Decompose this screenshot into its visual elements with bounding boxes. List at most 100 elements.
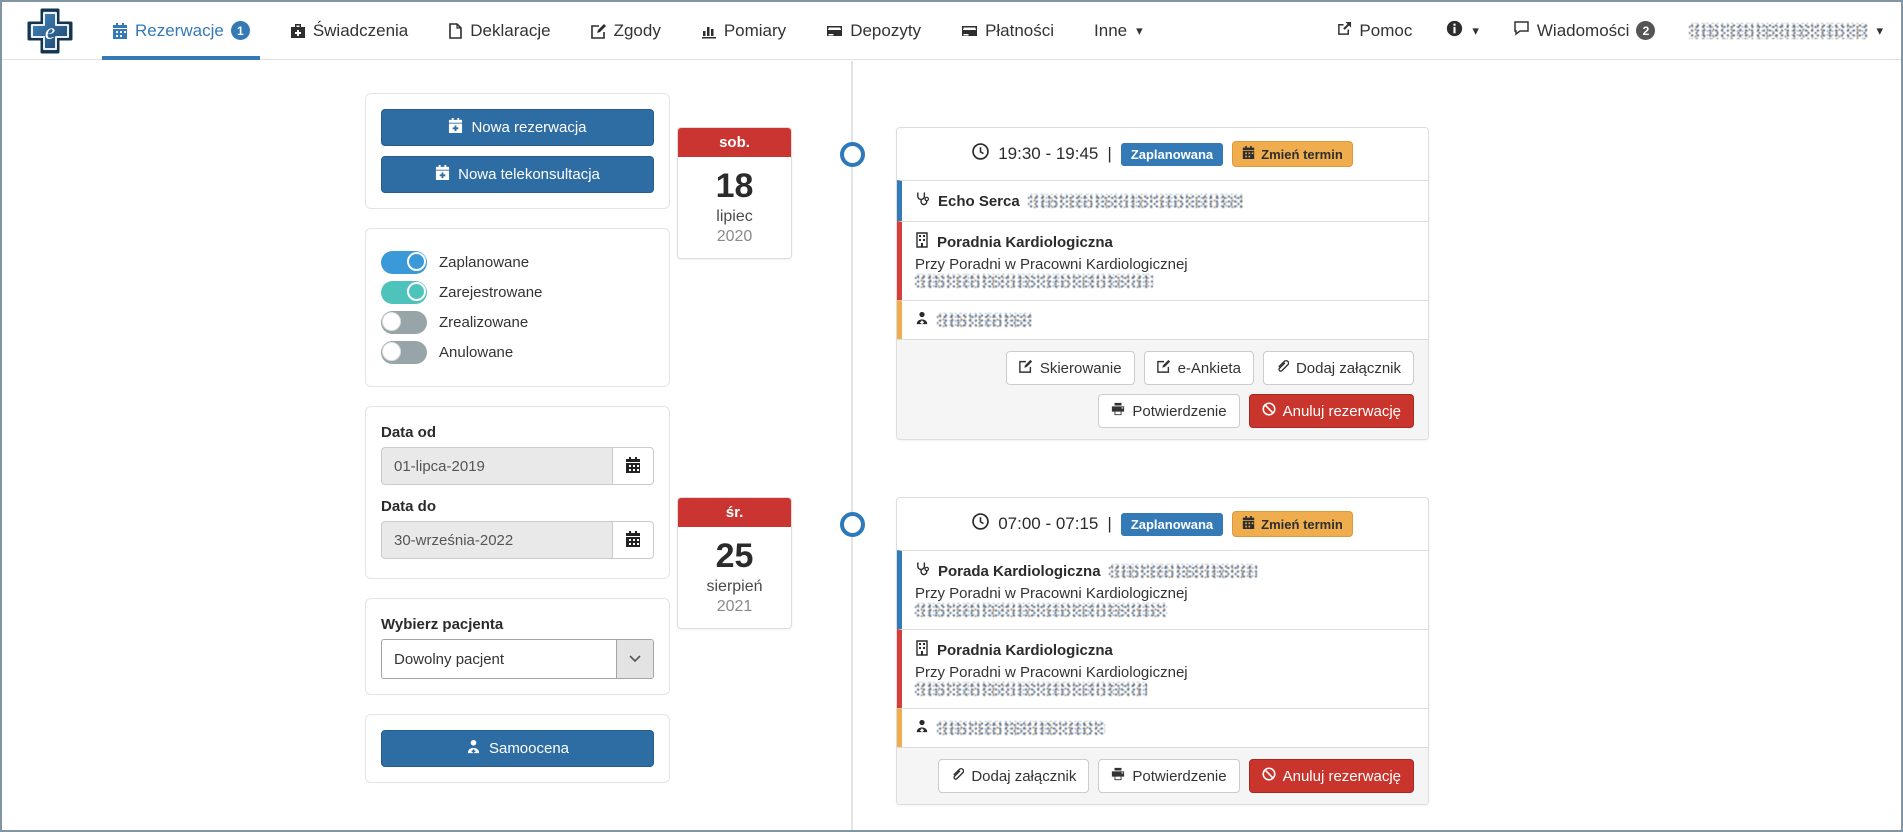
chevron-down-icon: ▾ (1876, 22, 1883, 38)
self-assessment-panel: Samoocena (365, 714, 670, 783)
toggle-knob (407, 282, 426, 301)
app-logo[interactable]: e (24, 5, 76, 57)
date-from-input[interactable] (381, 447, 612, 485)
tab-rezerwacje[interactable]: Rezerwacje 1 (102, 2, 260, 60)
tab-label: Depozyty (850, 20, 922, 40)
self-assessment-button[interactable]: Samoocena (381, 730, 654, 767)
navbar-right: Pomoc ▾ Wiadomości 2 ▾ (1337, 20, 1883, 42)
service-address: Przy Poradni w Pracowni Kardiologicznej (915, 585, 1412, 619)
appointment-header: 19:30 - 19:45 | Zaplanowana Zmień termin (897, 128, 1428, 180)
referral-label: Skierowanie (1039, 359, 1122, 377)
date-to-group (381, 521, 654, 559)
clinic-address: Przy Poradni w Pracowni Kardiologicznej (915, 664, 1412, 698)
ban-icon (1262, 402, 1276, 420)
filter-zaplanowane: Zaplanowane (381, 251, 654, 274)
filter-label: Anulowane (439, 344, 514, 361)
chat-icon (1513, 20, 1530, 41)
appointment-card: 07:00 - 07:15 | Zaplanowana Zmień termin… (896, 497, 1429, 805)
doctor-icon (915, 311, 929, 329)
service-row: Porada Kardiologiczna Przy Poradni w Pra… (897, 550, 1428, 629)
referral-button[interactable]: Skierowanie (1005, 351, 1135, 385)
calendar-icon (1242, 516, 1255, 532)
info-menu[interactable]: ▾ (1446, 20, 1479, 42)
add-attachment-button[interactable]: Dodaj załącznik (1262, 351, 1414, 385)
tab-label: Rezerwacje (135, 20, 224, 40)
messages-link[interactable]: Wiadomości 2 (1513, 20, 1656, 41)
stethoscope-icon (915, 191, 930, 211)
new-reservation-button[interactable]: Nowa rezerwacja (381, 109, 654, 146)
appointment-time: 07:00 - 07:15 (998, 514, 1099, 533)
timeline-date-card: sob. 18 lipiec 2020 (677, 127, 792, 259)
medkit-icon (290, 23, 306, 39)
date-weekday: śr. (678, 498, 791, 527)
cancel-reservation-label: Anuluj rezerwację (1282, 767, 1401, 785)
status-badge: Zaplanowana (1120, 142, 1224, 166)
toggle-zarejestrowane[interactable] (381, 281, 427, 304)
toggle-zrealizowane[interactable] (381, 311, 427, 334)
date-month: lipiec (716, 208, 753, 225)
date-year: 2020 (716, 228, 753, 245)
toggle-anulowane[interactable] (381, 341, 427, 364)
change-date-button[interactable]: Zmień termin (1232, 511, 1353, 537)
date-month: sierpień (706, 578, 763, 595)
date-from-group (381, 447, 654, 485)
tab-zgody[interactable]: Zgody (590, 2, 661, 59)
calendar-plus-icon (448, 118, 463, 137)
calendar-icon (1242, 146, 1255, 162)
medical-cross-logo-icon: e (27, 8, 73, 53)
filter-label: Zarejestrowane (439, 284, 543, 301)
clinic-name: Poradnia Kardiologiczna (937, 233, 1113, 251)
confirmation-button[interactable]: Potwierdzenie (1098, 394, 1240, 428)
tab-label: Deklaracje (470, 20, 551, 40)
date-to-input[interactable] (381, 521, 612, 559)
confirmation-button[interactable]: Potwierdzenie (1098, 759, 1240, 793)
navbar: e Rezerwacje 1 Świadczenia D (2, 2, 1901, 60)
clinic-address: Przy Poradni w Pracowni Kardiologicznej (915, 256, 1412, 290)
add-attachment-label: Dodaj załącznik (971, 767, 1077, 785)
tab-depozyty[interactable]: Depozyty (826, 2, 921, 59)
tab-swiadczenia[interactable]: Świadczenia (290, 2, 408, 59)
calendar-plus-icon (435, 165, 450, 184)
user-menu[interactable]: ▾ (1689, 22, 1883, 39)
date-range-panel: Data od Data do (365, 406, 670, 579)
clock-icon (972, 143, 989, 165)
paperclip-icon (1276, 359, 1290, 377)
doctor-icon (915, 719, 929, 737)
chevron-down-icon (616, 640, 653, 678)
patient-select[interactable]: Dowolny pacjent (381, 639, 654, 679)
new-reservation-label: Nowa rezerwacja (471, 119, 587, 136)
tab-platnosci[interactable]: Płatności (961, 2, 1054, 59)
date-to-calendar-button[interactable] (612, 521, 654, 559)
tab-deklaracje[interactable]: Deklaracje (448, 2, 551, 59)
service-name: Porada Kardiologiczna (938, 562, 1101, 580)
filter-label: Zaplanowane (439, 254, 530, 271)
main-content: Nowa rezerwacja Nowa telekonsultacja Zap… (2, 61, 1901, 830)
redacted-practitioner-name (937, 313, 1032, 327)
new-teleconsultation-label: Nowa telekonsultacja (458, 166, 600, 183)
tab-pomiary[interactable]: Pomiary (701, 2, 786, 59)
cancel-reservation-button[interactable]: Anuluj rezerwację (1248, 394, 1414, 428)
esurvey-button[interactable]: e-Ankieta (1143, 351, 1254, 385)
filters-sidebar: Nowa rezerwacja Nowa telekonsultacja Zap… (365, 93, 670, 802)
add-attachment-button[interactable]: Dodaj załącznik (938, 759, 1090, 793)
filter-anulowane: Anulowane (381, 341, 654, 364)
tab-label: Świadczenia (312, 20, 409, 40)
printer-icon (1111, 767, 1125, 785)
document-icon (448, 22, 463, 39)
timeline-date-card: śr. 25 sierpień 2021 (677, 497, 792, 629)
help-link[interactable]: Pomoc (1337, 21, 1412, 41)
messages-count-badge: 2 (1636, 21, 1656, 40)
date-from-calendar-button[interactable] (612, 447, 654, 485)
date-year: 2021 (716, 598, 753, 615)
patient-select-panel: Wybierz pacjenta Dowolny pacjent (365, 598, 670, 695)
toggle-zaplanowane[interactable] (381, 251, 427, 274)
chevron-down-icon: ▾ (1136, 22, 1143, 38)
new-teleconsultation-button[interactable]: Nowa telekonsultacja (381, 156, 654, 193)
change-date-button[interactable]: Zmień termin (1232, 141, 1353, 167)
tab-inne[interactable]: Inne ▾ (1094, 2, 1143, 59)
divider: | (1107, 514, 1112, 533)
cancel-reservation-button[interactable]: Anuluj rezerwację (1248, 759, 1414, 793)
timeline-line (851, 61, 853, 830)
esurvey-label: e-Ankieta (1177, 359, 1241, 377)
clock-icon (972, 513, 989, 535)
